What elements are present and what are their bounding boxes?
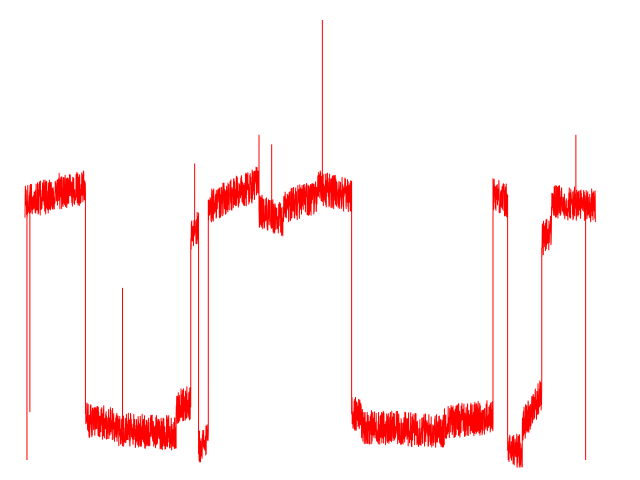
- series-line: [24, 166, 596, 468]
- series-group: [24, 20, 596, 468]
